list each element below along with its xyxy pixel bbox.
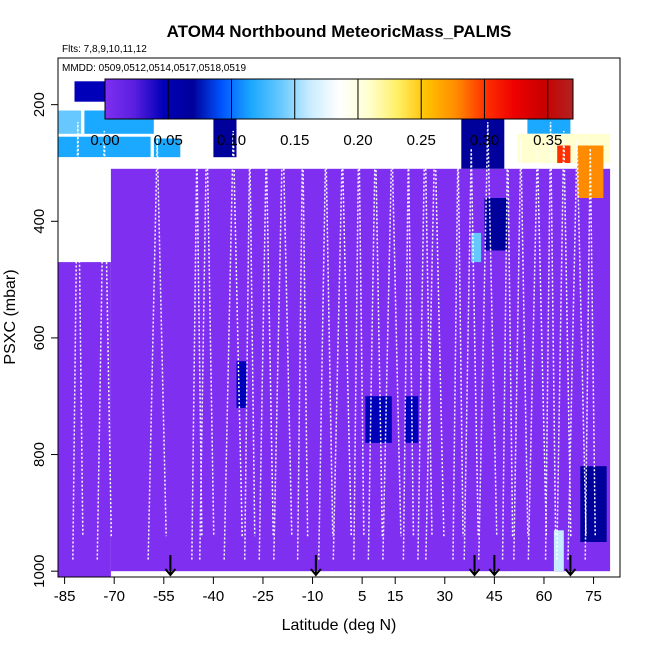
colorbar-gradient: [104, 78, 574, 120]
x-tick-label: 45: [486, 588, 503, 605]
flight-profile: [296, 130, 309, 560]
x-tick-label: 75: [585, 588, 602, 605]
y-axis-label: PSXC (mbar): [2, 269, 19, 364]
y-tick-label: 200: [31, 92, 48, 117]
x-tick-label: -85: [54, 588, 76, 605]
heatmap-cell: [365, 396, 392, 443]
heatmap-cell: [58, 262, 111, 577]
colorbar-ticks: 0.00 0.05 0.10 0.15 0.20 0.25 0.30 0.35: [90, 79, 562, 149]
down-arrow-icon: [564, 555, 577, 577]
flight-profile: [584, 148, 596, 560]
flight-profile: [382, 139, 402, 560]
x-tick-label: 15: [387, 588, 404, 605]
chart-title: ATOM4 Northbound MeteoricMass_PALMS: [167, 22, 512, 41]
arrow-markers: [164, 555, 577, 577]
flight-profile: [478, 122, 498, 560]
flight-profiles: [72, 122, 596, 560]
flight-profile: [72, 122, 84, 560]
flight-profile: [556, 130, 572, 560]
heatmap-cell: [236, 361, 247, 408]
flight-profile: [243, 139, 256, 560]
heatmap-cell: [213, 110, 237, 158]
x-axis: -85 -70 -55 -40 -25 -10 5 15 30 45 60 75: [54, 577, 602, 605]
y-axis: 200 400 600 800 1000: [31, 92, 58, 588]
y-tick-label: 1000: [31, 554, 48, 587]
heatmap-cell: [405, 396, 419, 443]
flight-profile: [513, 139, 529, 560]
flight-profile: [273, 122, 293, 560]
flight-profile: [332, 148, 353, 560]
flight-profile: [367, 130, 384, 560]
x-tick-label: 30: [436, 588, 453, 605]
x-tick-label: -40: [203, 588, 225, 605]
flight-profile: [452, 139, 464, 560]
x-tick-label: 5: [358, 588, 366, 605]
flight-profile: [191, 148, 203, 560]
x-axis-label: Latitude (deg N): [282, 617, 397, 634]
flight-profile: [96, 130, 113, 560]
heatmap-cell: [553, 530, 564, 572]
flight-profile: [501, 130, 514, 560]
down-arrow-icon: [488, 555, 501, 577]
x-tick-label: -25: [252, 588, 274, 605]
x-tick-label: -70: [103, 588, 125, 605]
x-tick-label: 60: [536, 588, 553, 605]
plot-frame: [57, 57, 621, 578]
flight-profile: [544, 122, 557, 560]
colorbar-tick-label: 0.00: [90, 132, 119, 149]
flight-profile: [463, 148, 479, 560]
colorbar: 0.00 0.05 0.10 0.15 0.20 0.25 0.30 0.35: [90, 78, 574, 149]
flight-profile: [353, 122, 365, 560]
y-tick-label: 600: [31, 325, 48, 350]
colorbar-tick-label: 0.25: [407, 132, 436, 149]
down-arrow-icon: [310, 555, 322, 577]
flight-profile: [258, 148, 275, 560]
x-tick-label: -10: [302, 588, 324, 605]
heatmap-cell: [484, 198, 508, 251]
flight-profile: [402, 148, 415, 560]
flight-profile: [318, 139, 334, 560]
colorbar-tick-label: 0.30: [470, 132, 499, 149]
y-tick-label: 400: [31, 209, 48, 234]
colorbar-tick-label: 0.35: [533, 132, 562, 149]
plot-area: [58, 81, 611, 577]
heatmap-cell: [58, 110, 82, 134]
heatmap-cell: [471, 232, 482, 263]
flight-profile: [425, 130, 445, 560]
colorbar-tick-label: 0.20: [343, 132, 372, 149]
flight-profile: [147, 139, 167, 560]
down-arrow-icon: [468, 555, 481, 577]
dates-annotation: MMDD: 0509,0512,0514,0517,0518,0519: [62, 63, 246, 74]
flight-profile: [223, 130, 243, 560]
heatmap-cell: [153, 138, 181, 158]
colorbar-tick-label: 0.15: [280, 132, 309, 149]
colorbar-tick-label: 0.10: [217, 132, 246, 149]
flight-profile: [199, 122, 215, 560]
colorbar-tick-label: 0.05: [154, 132, 183, 149]
y-tick-label: 800: [31, 442, 48, 467]
flight-profile: [527, 148, 548, 560]
flights-annotation: Flts: 7,8,9,10,11,12: [62, 44, 147, 55]
x-tick-label: -55: [153, 588, 175, 605]
flight-profile: [567, 139, 587, 560]
down-arrow-icon: [164, 555, 177, 577]
